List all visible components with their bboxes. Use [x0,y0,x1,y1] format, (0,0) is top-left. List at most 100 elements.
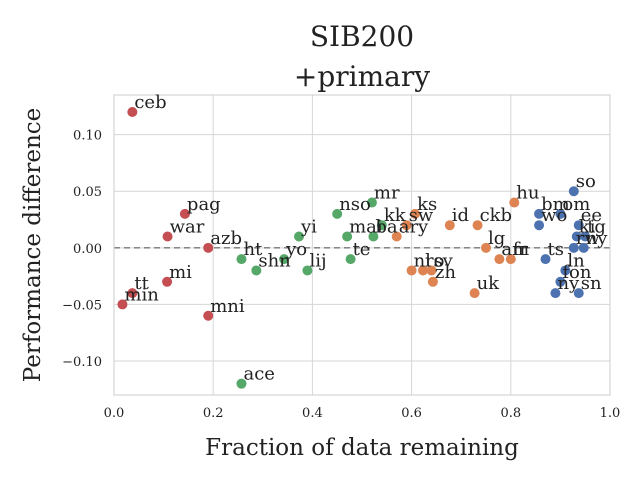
point-label: uk [477,273,501,294]
plot-frame [113,94,611,396]
point-label: ks [417,194,437,215]
point-label: sv [433,250,453,271]
point-label: azb [210,228,242,249]
data-point-red [162,231,173,242]
point-label: sw [409,205,434,226]
point-label: nso [339,194,371,215]
point-label: min [124,284,159,305]
data-point-orange [469,288,480,299]
data-point-red [203,242,214,253]
data-points [117,106,591,389]
x-tick-label: 0.2 [203,406,224,421]
point-label: ln [567,250,585,271]
point-label: tt [134,273,149,294]
point-label: mi [169,262,192,283]
point-label: ro [425,250,444,271]
point-label: wo [541,205,567,226]
point-label: ace [243,364,274,385]
data-point-orange [505,254,516,265]
data-point-red [162,276,173,287]
point-label: fr [513,239,529,260]
point-label: ny [586,228,609,249]
point-label: ee [581,205,602,226]
point-label: ht [243,239,263,260]
x-tick-label: 1.0 [600,406,621,421]
data-point-blue [534,208,545,219]
x-tick-label: 0.0 [104,406,125,421]
point-label: bm [541,194,570,215]
point-label: te [353,239,371,260]
data-point-orange [427,276,438,287]
y-tick-label: −0.05 [62,298,102,313]
data-point-red [127,106,138,117]
data-point-green [366,197,377,208]
x-tick-label: 0.8 [500,406,521,421]
data-point-orange [391,231,402,242]
point-label: war [170,217,205,238]
data-point-blue [571,231,582,242]
y-tick-label: −0.10 [62,355,102,370]
point-label: kk [384,205,407,226]
data-point-blue [555,208,566,219]
data-point-orange [406,265,417,276]
data-point-red [179,208,190,219]
x-axis-label: Fraction of data remaining [205,435,519,461]
data-point-orange [426,265,437,276]
x-tick-label: 0.6 [401,406,422,421]
point-label: pag [187,194,221,215]
point-label: ckb [480,205,513,226]
data-point-orange [481,242,491,253]
y-tick-label: 0.10 [73,129,102,144]
data-point-blue [580,231,591,242]
point-label: mni [210,296,245,317]
point-label: zh [435,262,456,283]
data-point-green [332,208,343,219]
point-label: yi [300,217,317,238]
data-point-orange [410,208,421,219]
data-point-green [376,220,387,231]
data-point-blue [568,242,579,253]
y-axis-ticks: −0.10 −0.05 0.00 0.05 0.10 [62,129,102,370]
data-point-green [368,231,379,242]
data-point-orange [444,220,455,231]
data-point-orange [472,220,483,231]
data-point-green [342,231,353,242]
y-tick-label: 0.00 [73,242,102,257]
data-point-blue [578,242,589,253]
point-label: sn [581,273,602,294]
point-label: ny [557,273,580,294]
data-point-orange [401,220,412,231]
y-tick-label: 0.05 [73,185,102,200]
point-label: hu [516,183,539,204]
chart-title: SIB200 [310,20,414,53]
point-label: yo [285,239,307,260]
point-label: shn [258,250,291,271]
data-point-blue [560,265,571,276]
point-label: am [501,239,529,260]
point-label: ary [399,217,429,238]
data-point-green [302,265,313,276]
point-label: lij [309,250,326,271]
chart-subtitle: +primary [294,60,430,93]
data-point-blue [573,220,584,231]
data-point-green [294,231,305,242]
point-label: om [562,194,590,215]
point-label: fon [562,262,591,283]
data-point-green [251,265,262,276]
data-point-green [279,254,290,265]
data-point-blue [568,186,579,197]
data-point-red [203,310,214,321]
data-point-green [345,254,356,265]
y-axis-label: Performance difference [20,108,46,382]
x-tick-label: 0.4 [302,406,323,421]
data-point-orange [509,197,520,208]
point-label: ba [375,217,398,238]
point-label: rw [576,228,601,249]
point-label: lg [488,228,505,249]
point-label: mai [349,217,383,238]
data-point-orange [418,265,429,276]
point-label: ts [548,239,564,260]
